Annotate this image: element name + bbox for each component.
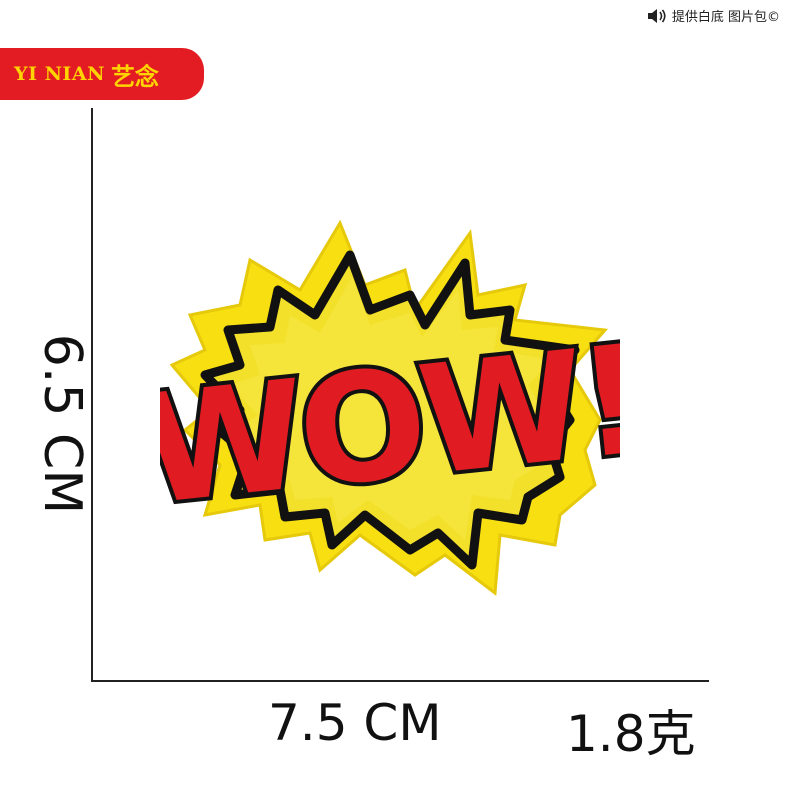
wow-patch: WOW! — [160, 219, 620, 596]
brand-name-latin: YI NIAN — [14, 63, 105, 85]
watermark-text: 提供白底 图片包© — [671, 10, 780, 25]
weight-label: 1.8克 — [566, 705, 696, 763]
width-axis-line — [91, 680, 709, 682]
speaker-icon — [646, 7, 668, 25]
patch-inner-star-highlight — [230, 277, 552, 540]
watermark: 提供白底 图片包© — [646, 6, 780, 25]
height-label: 6.5 CM — [32, 333, 92, 515]
brand-name-cjk: 艺念 — [110, 62, 159, 91]
brand-badge: YI NIAN 艺念 — [0, 48, 204, 100]
height-axis-line — [91, 108, 93, 682]
width-label: 7.5 CM — [268, 694, 442, 752]
